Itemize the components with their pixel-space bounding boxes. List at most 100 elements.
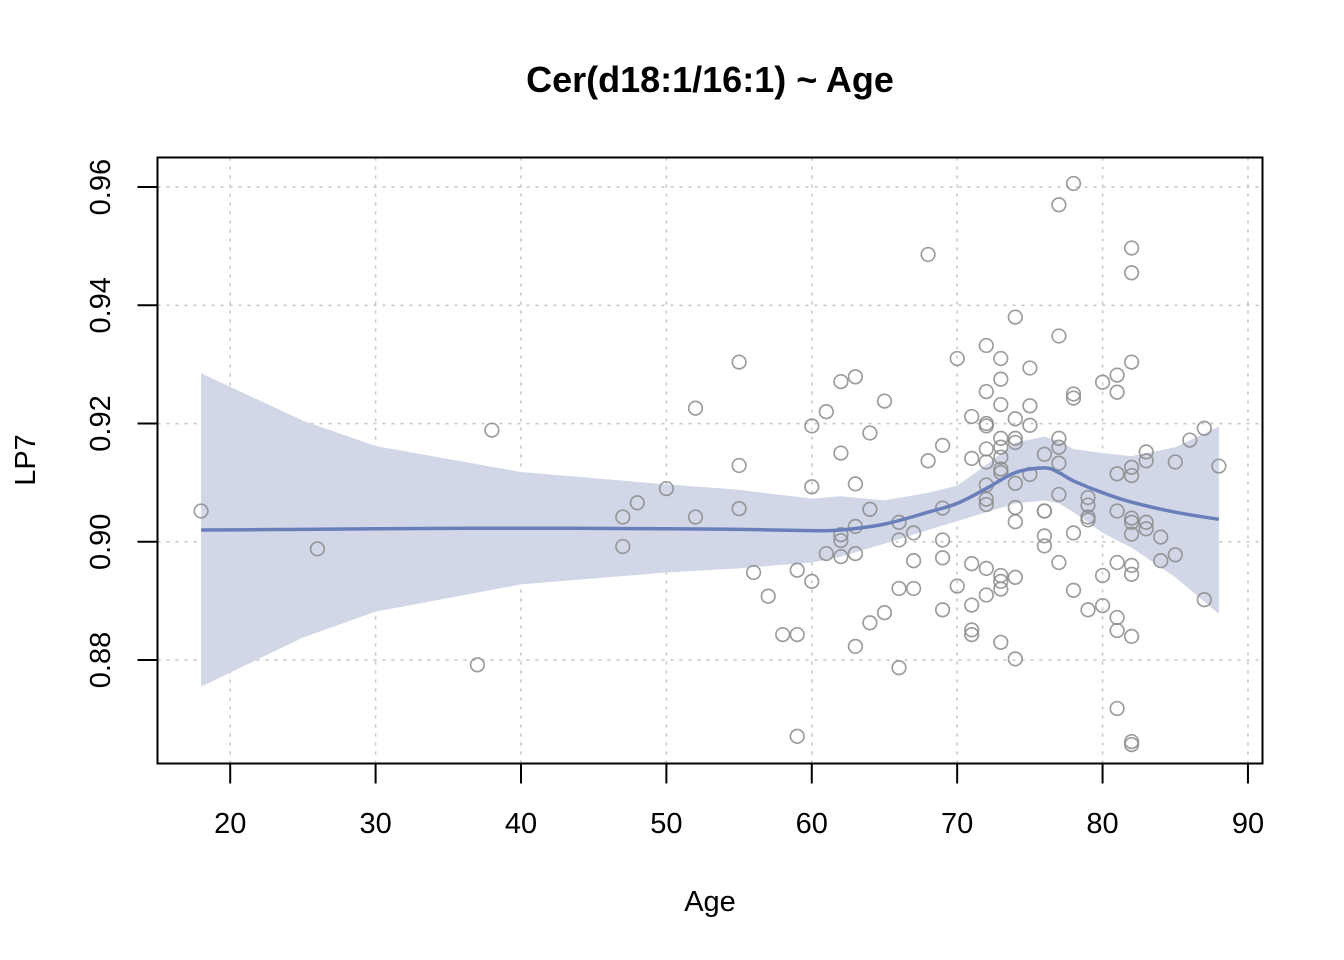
data-point — [1065, 386, 1082, 402]
data-point — [993, 350, 1009, 367]
data-point — [804, 573, 820, 590]
y-tick-label: 0.88 — [85, 632, 117, 688]
data-point — [993, 581, 1009, 597]
data-point — [1080, 512, 1096, 528]
data-point — [978, 337, 994, 354]
data-point — [1007, 430, 1023, 446]
data-point — [1123, 354, 1140, 370]
y-tick-label: 0.92 — [85, 395, 117, 451]
data-point — [1065, 175, 1082, 192]
data-point — [1123, 557, 1140, 574]
data-point — [615, 538, 631, 555]
data-point — [964, 450, 980, 467]
data-point — [1007, 514, 1023, 530]
data-point — [658, 480, 675, 497]
data-point — [1007, 569, 1023, 585]
data-point — [1123, 736, 1140, 753]
data-point — [833, 548, 849, 565]
data-point — [1138, 444, 1154, 460]
data-point — [1036, 538, 1053, 554]
data-point — [1051, 430, 1067, 446]
data-point — [818, 404, 834, 420]
data-point — [1109, 503, 1125, 519]
data-point — [876, 393, 893, 409]
data-point — [993, 449, 1009, 465]
x-tick-label: 90 — [1232, 808, 1264, 840]
data-point — [1138, 514, 1154, 530]
data-point — [731, 501, 747, 517]
data-point — [760, 588, 776, 604]
data-point — [789, 562, 805, 578]
data-point — [1080, 489, 1096, 506]
data-point — [1036, 446, 1053, 462]
data-point — [833, 532, 849, 549]
data-point — [1109, 622, 1125, 639]
data-point — [978, 441, 994, 457]
data-point — [1123, 526, 1140, 542]
data-point — [862, 501, 878, 517]
data-point — [1153, 553, 1169, 569]
data-point — [1182, 432, 1198, 448]
x-tick-label: 30 — [359, 808, 391, 840]
data-points — [193, 175, 1227, 753]
data-point — [1196, 420, 1212, 436]
data-point — [745, 564, 762, 581]
data-point — [1036, 528, 1053, 544]
data-point — [978, 587, 994, 603]
data-point — [1051, 197, 1067, 213]
data-point — [978, 454, 994, 470]
data-point — [629, 495, 645, 511]
smooth-fit-line — [201, 466, 1220, 533]
data-point — [891, 580, 907, 597]
data-point — [1109, 367, 1125, 383]
data-point — [862, 425, 878, 441]
data-point — [993, 634, 1009, 650]
data-point — [731, 354, 747, 370]
data-point — [687, 509, 704, 525]
y-tick-label: 0.90 — [85, 514, 117, 570]
data-point — [469, 657, 486, 673]
y-tick-label: 0.96 — [85, 159, 117, 215]
data-point — [862, 615, 878, 631]
data-point — [920, 453, 936, 469]
data-point — [891, 660, 907, 676]
data-point — [1123, 240, 1140, 256]
data-point — [1051, 486, 1067, 503]
y-axis: 0.88 0.90 0.92 0.94 0.96 — [85, 159, 158, 688]
data-point — [978, 560, 994, 577]
data-point — [1007, 434, 1023, 451]
data-point — [731, 457, 747, 474]
data-point — [1167, 454, 1183, 470]
data-point — [934, 550, 951, 566]
data-point — [1123, 265, 1140, 281]
data-point — [847, 476, 864, 492]
data-point — [1109, 384, 1125, 400]
data-point — [1065, 525, 1082, 541]
x-tick-label: 80 — [1086, 808, 1118, 840]
data-point — [804, 479, 820, 495]
data-point — [993, 430, 1009, 446]
data-point — [1123, 733, 1140, 750]
data-point — [1080, 602, 1096, 618]
data-point — [876, 605, 893, 621]
data-point — [818, 545, 834, 562]
data-point — [964, 622, 980, 638]
data-point — [1007, 651, 1023, 667]
data-point — [309, 541, 326, 557]
data-point — [934, 532, 951, 548]
x-tick-label: 60 — [796, 808, 828, 840]
data-point — [964, 597, 980, 613]
data-point — [687, 400, 704, 416]
data-point — [1123, 566, 1140, 582]
data-point — [1065, 390, 1082, 406]
data-point — [1109, 466, 1125, 482]
data-point — [964, 556, 980, 572]
data-point — [1196, 592, 1212, 608]
data-point — [1211, 458, 1227, 474]
data-point — [833, 373, 849, 390]
data-point — [978, 418, 994, 434]
data-point — [193, 503, 209, 519]
data-point — [1094, 567, 1111, 584]
data-point — [1153, 529, 1169, 545]
